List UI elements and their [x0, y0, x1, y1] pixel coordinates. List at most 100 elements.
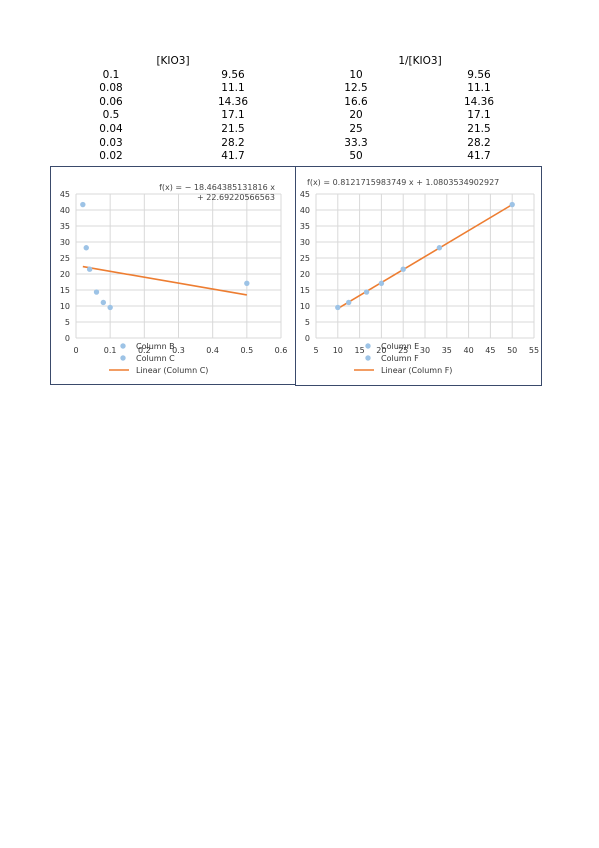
table-cell: 0.03 — [99, 136, 123, 149]
y-tick-label: 15 — [300, 286, 310, 295]
data-point — [363, 289, 370, 295]
table-row: 0.03 28.2 33.3 28.2 — [51, 137, 541, 151]
y-tick-label: 35 — [60, 222, 70, 231]
y-tick-label: 5 — [305, 318, 310, 327]
trendline-equation: + 22.69220566563 — [197, 193, 275, 202]
data-point — [378, 280, 385, 286]
table-row: 0.06 14.36 16.6 14.36 — [51, 96, 541, 110]
legend-marker — [120, 343, 126, 349]
legend-label: Column C — [136, 354, 175, 363]
data-table: [KIO3] 1/[KIO3] 0.1 9.56 10 9.56 0.08 11… — [51, 55, 541, 164]
x-tick-label: 0.1 — [104, 346, 117, 355]
y-tick-label: 40 — [60, 206, 70, 215]
trendline-equation: f(x) = 0.8121715983749 x + 1.08035349029… — [307, 178, 499, 187]
table-cell: 0.02 — [99, 150, 123, 163]
table-cell: 25 — [349, 122, 363, 135]
data-point — [244, 280, 250, 286]
x-tick-label: 40 — [464, 346, 474, 355]
y-tick-label: 0 — [305, 334, 310, 343]
x-tick-label: 0.2 — [138, 346, 151, 355]
table-cell: 33.3 — [344, 136, 368, 149]
table-cell: 11.1 — [221, 82, 245, 95]
y-tick-label: 10 — [300, 302, 310, 311]
table-row: 0.5 17.1 20 17.1 — [51, 109, 541, 123]
table-cell: 9.56 — [467, 68, 491, 81]
table-cell: 10 — [349, 68, 363, 81]
data-point — [80, 201, 86, 208]
table-cell: 12.5 — [344, 82, 368, 95]
x-tick-label: 45 — [485, 346, 495, 355]
y-tick-label: 45 — [300, 190, 310, 199]
y-tick-label: 20 — [60, 270, 70, 279]
data-point — [335, 304, 341, 311]
y-tick-label: 30 — [300, 238, 310, 247]
x-tick-label: 0.4 — [206, 346, 219, 355]
x-tick-label: 35 — [442, 346, 452, 355]
table-row: 0.04 21.5 25 21.5 — [51, 123, 541, 137]
legend-marker — [365, 343, 371, 349]
y-tick-label: 25 — [300, 254, 310, 263]
table-cell: 21.5 — [221, 122, 245, 135]
table-cell: 17.1 — [221, 109, 245, 122]
legend-label: Column F — [381, 354, 419, 363]
data-point — [400, 266, 406, 272]
table-cell: 11.1 — [467, 82, 491, 95]
x-tick-label: 0.6 — [275, 346, 288, 355]
data-point — [86, 266, 93, 272]
y-tick-label: 30 — [60, 238, 70, 247]
data-point — [509, 201, 515, 208]
legend-marker — [365, 355, 371, 361]
data-point — [83, 245, 89, 251]
chart-kio3: 0 5 10 15 20 25 30 35 40 45 0 0.1 0.2 0.3 0.4 0.5 0.6 f(x… — [50, 166, 296, 385]
trendline — [82, 265, 247, 296]
data-point — [436, 245, 443, 251]
table-header-row: [KIO3] 1/[KIO3] — [51, 55, 541, 69]
y-tick-label: 0 — [65, 334, 70, 343]
x-tick-label: 30 — [420, 346, 430, 355]
trendline-equation: f(x) = − 18.464385131816 x — [159, 183, 275, 192]
legend-label: Column E — [381, 342, 419, 351]
table-cell: 41.7 — [221, 150, 245, 163]
chart-kio3-plot: 0 5 10 15 20 25 30 35 40 45 0 0.1 0.2 0.3 0.4 0.5 0.6 f(x… — [60, 183, 288, 375]
table-cell: 0.06 — [99, 95, 123, 108]
table-row: 0.1 9.56 10 9.56 — [51, 69, 541, 83]
table-cell: 20 — [349, 109, 363, 122]
table-cell: 16.6 — [344, 95, 368, 108]
y-tick-label: 5 — [65, 318, 70, 327]
table-cell: 9.56 — [221, 68, 245, 81]
data-point — [100, 299, 107, 306]
x-tick-label: 55 — [529, 346, 539, 355]
y-tick-label: 35 — [300, 222, 310, 231]
header-kio3: [KIO3] — [156, 55, 190, 67]
table-cell: 28.2 — [221, 136, 245, 149]
x-tick-label: 0.3 — [172, 346, 185, 355]
x-tick-label: 0 — [73, 346, 78, 355]
x-tick-label: 10 — [333, 346, 343, 355]
y-tick-label: 20 — [300, 270, 310, 279]
y-tick-label: 25 — [60, 254, 70, 263]
header-inverse-kio3: 1/[KIO3] — [398, 55, 442, 67]
x-tick-label: 20 — [376, 346, 386, 355]
y-tick-label: 45 — [60, 190, 70, 199]
data-point — [93, 289, 100, 295]
table-cell: 14.36 — [463, 95, 495, 108]
y-tick-label: 40 — [300, 206, 310, 215]
table-cell: 41.7 — [467, 150, 491, 163]
table-cell: 0.1 — [102, 68, 120, 81]
table-cell: 28.2 — [467, 136, 491, 149]
table-cell: 14.36 — [217, 95, 249, 108]
table-cell: 0.5 — [102, 109, 120, 122]
x-tick-label: 5 — [313, 346, 318, 355]
x-tick-label: 15 — [355, 346, 365, 355]
x-tick-label: 0.5 — [240, 346, 253, 355]
data-point — [107, 304, 113, 311]
y-tick-label: 10 — [60, 302, 70, 311]
x-tick-label: 25 — [398, 346, 408, 355]
table-row: 0.02 41.7 50 41.7 — [51, 150, 541, 164]
x-tick-label: 50 — [507, 346, 517, 355]
y-tick-label: 15 — [60, 286, 70, 295]
data-point — [346, 299, 352, 306]
table-cell: 0.04 — [99, 122, 123, 135]
table-cell: 0.08 — [99, 82, 123, 95]
